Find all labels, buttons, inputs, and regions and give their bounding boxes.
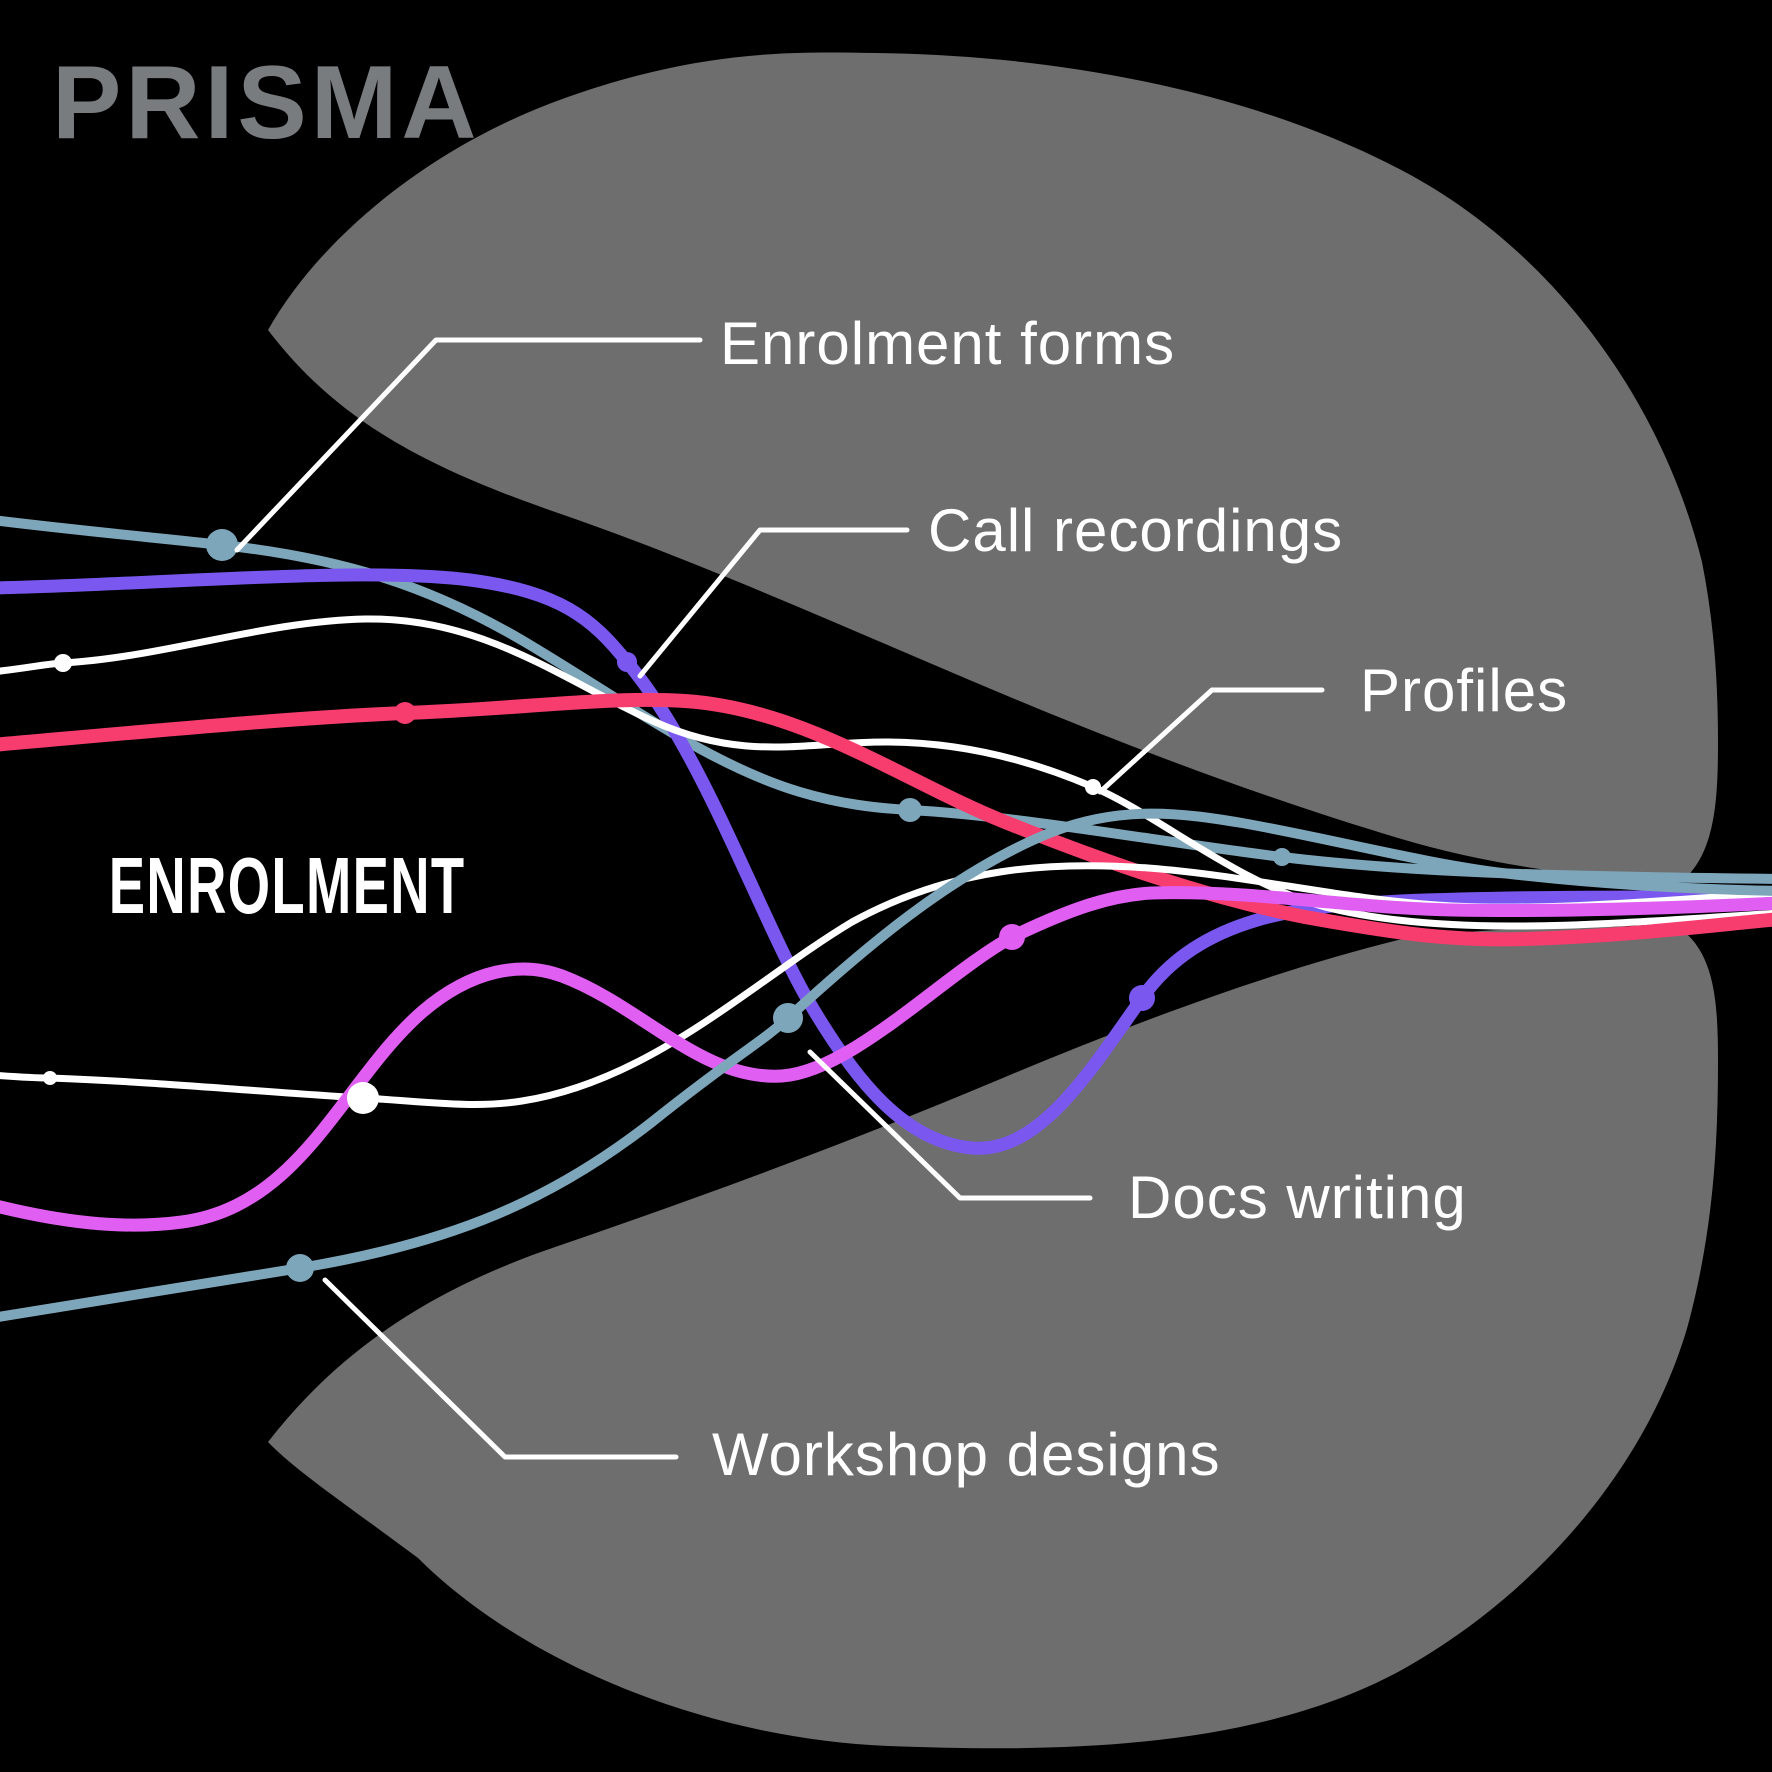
data-point-dot	[394, 702, 416, 724]
data-point-dot	[1273, 848, 1291, 866]
data-point-dot	[43, 1071, 57, 1085]
prisma-logo: PRISMA	[52, 45, 480, 161]
stream-line-pink	[0, 692, 1772, 947]
data-point-dot	[898, 798, 922, 822]
funnel-shape-bottom-lobe	[268, 926, 1718, 1749]
annotation-label-docs-writing: Docs writing	[1128, 1164, 1467, 1231]
stream-line-workshop-designs	[0, 808, 1772, 1322]
leader-line-enrolment-forms	[234, 337, 703, 553]
annotation-label-call-recordings: Call recordings	[928, 497, 1343, 564]
data-point-dot	[773, 1003, 803, 1033]
stream-line-docs-writing	[0, 886, 1772, 1232]
data-point-dot	[54, 654, 72, 672]
leader-line-profiles	[1097, 687, 1325, 795]
leader-line-docs-writing	[807, 1049, 1093, 1201]
annotation-label-workshop-designs: Workshop designs	[712, 1421, 1220, 1488]
funnel-shape-top-lobe	[268, 52, 1718, 884]
data-point-dot	[999, 924, 1025, 950]
leader-line-workshop-designs	[322, 1277, 679, 1460]
data-point-dot	[286, 1254, 314, 1282]
annotation-label-profiles: Profiles	[1360, 657, 1568, 724]
leader-line-call-recordings	[637, 527, 910, 679]
data-point-dot	[1129, 985, 1155, 1011]
data-point-dot	[617, 652, 637, 672]
data-point-dot	[347, 1082, 379, 1114]
annotation-label-enrolment-forms: Enrolment forms	[720, 310, 1175, 377]
stage-label: ENROLMENT	[109, 842, 466, 931]
data-point-dot	[206, 529, 238, 561]
data-point-dot	[1085, 779, 1101, 795]
